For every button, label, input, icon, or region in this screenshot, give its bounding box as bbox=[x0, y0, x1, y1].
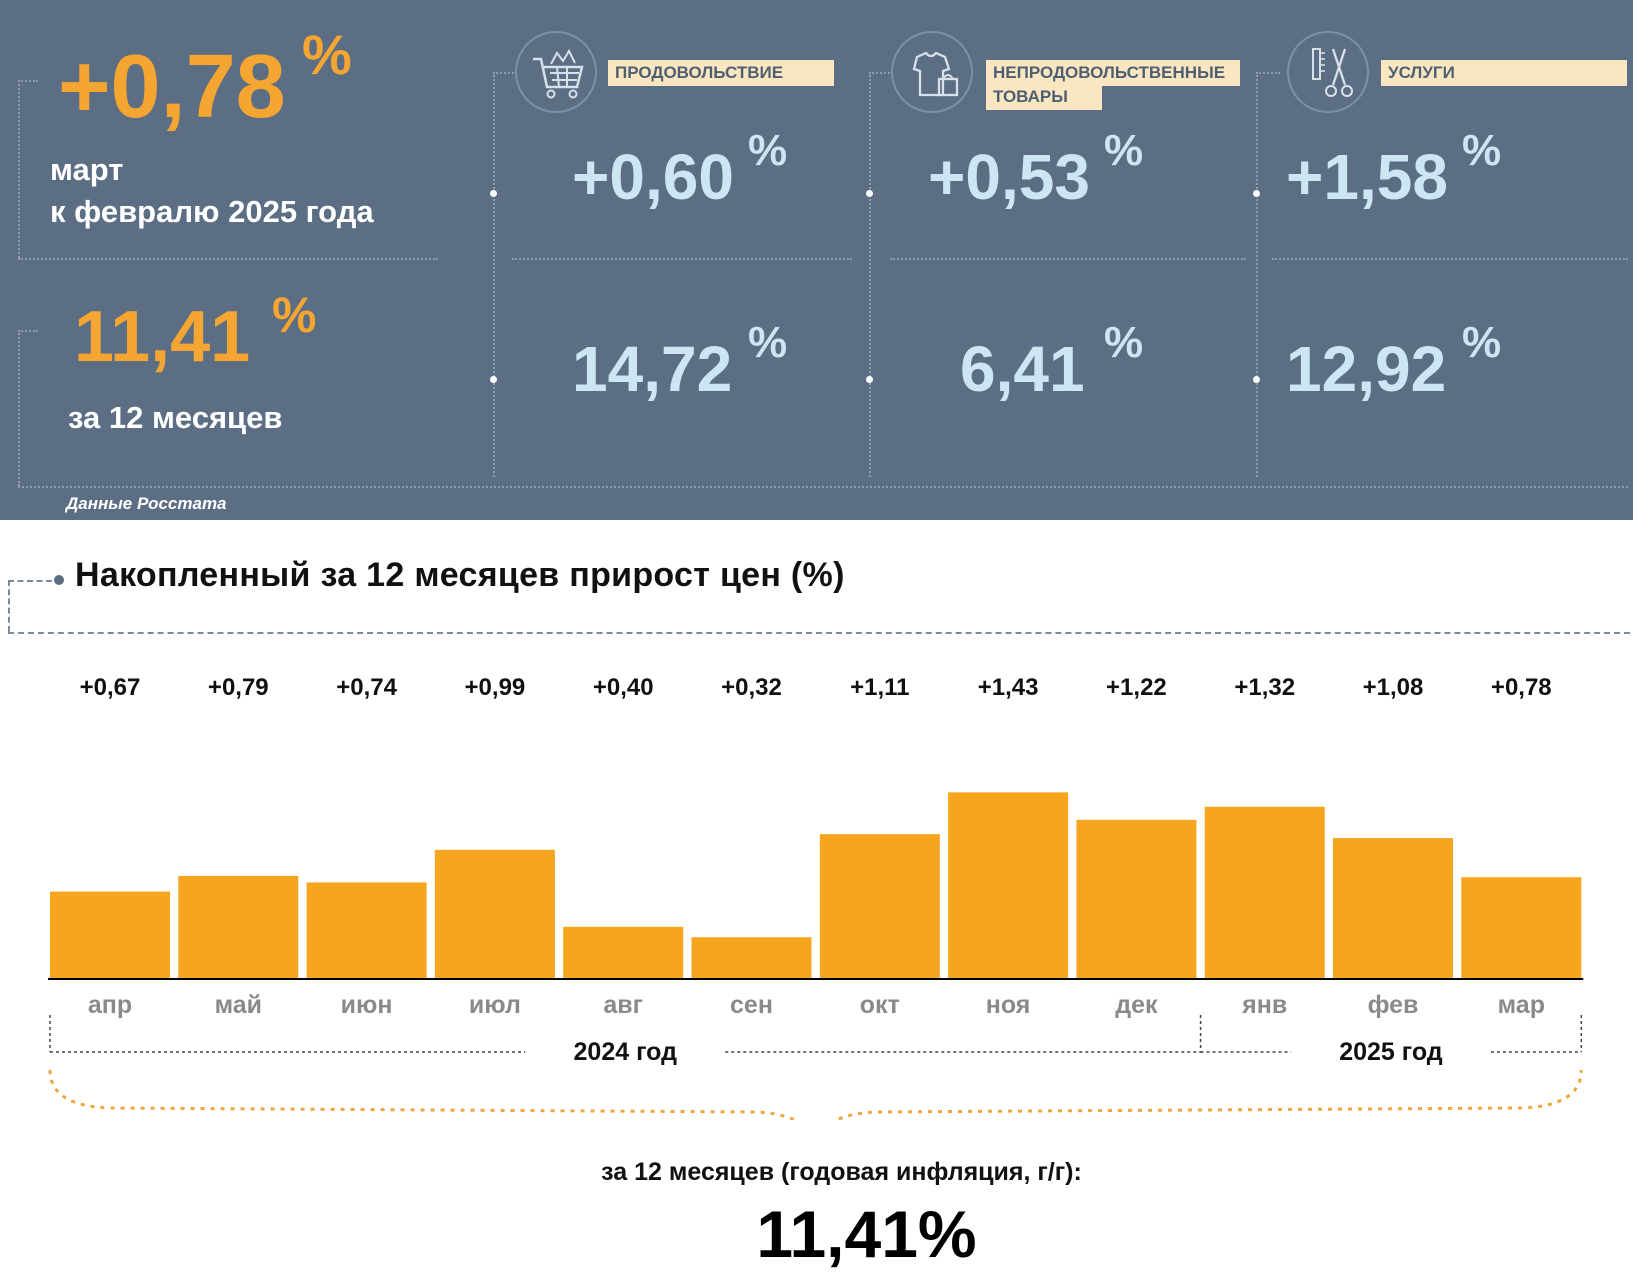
divider bbox=[18, 258, 438, 260]
divider bbox=[869, 72, 871, 477]
annual-inflation-caption: за 12 месяцев (годовая инфляция, г/г): bbox=[601, 1158, 1082, 1186]
month-label-ноя: ноя bbox=[986, 991, 1031, 1019]
food-annual-value: 14,72% bbox=[572, 318, 788, 405]
bullet-dot bbox=[1253, 376, 1260, 383]
value-label-апр: +0,67 bbox=[80, 674, 141, 701]
percent-sign: % bbox=[1104, 318, 1144, 367]
monthly-inflation-value: +0,78% bbox=[58, 23, 352, 137]
bar-ноя bbox=[948, 792, 1069, 979]
summary-panel: +0,78% март к февралю 2025 года 11,41% з… bbox=[0, 0, 1633, 520]
bar-июл bbox=[434, 849, 555, 979]
year-label-0: 2024 год bbox=[574, 1038, 678, 1066]
divider bbox=[493, 72, 517, 74]
month-label-сен: сен bbox=[730, 991, 773, 1019]
annual-caption: за 12 месяцев bbox=[68, 400, 283, 435]
divider bbox=[1256, 72, 1258, 477]
value-label-июн: +0,74 bbox=[336, 674, 397, 701]
category-label-food: ПРОДОВОЛЬСТВИЕ bbox=[608, 60, 834, 86]
food-monthly-value: +0,60% bbox=[572, 126, 788, 213]
data-source: Данные Росстата bbox=[66, 494, 227, 513]
bar-сен bbox=[691, 937, 812, 979]
nonfood-monthly-value: +0,53% bbox=[928, 126, 1144, 213]
divider bbox=[18, 330, 20, 486]
bar-май bbox=[178, 875, 299, 979]
annual-brace bbox=[48, 1069, 1583, 1120]
month-label-мар: мар bbox=[1498, 991, 1545, 1019]
month-label-янв: янв bbox=[1241, 991, 1287, 1019]
percent-sign: % bbox=[302, 23, 352, 86]
month-label-окт: окт bbox=[860, 991, 900, 1019]
divider bbox=[1256, 72, 1280, 74]
bullet-dot bbox=[866, 376, 873, 383]
comb-scissors-icon bbox=[1287, 31, 1369, 113]
nonfood-annual-value: 6,41% bbox=[960, 318, 1144, 405]
section-divider bbox=[8, 632, 1630, 634]
annual-inflation-total: 11,41% bbox=[756, 1197, 977, 1271]
services-annual-value: 12,92% bbox=[1286, 318, 1502, 405]
value-label-сен: +0,32 bbox=[721, 674, 782, 701]
percent-sign: % bbox=[1104, 126, 1144, 175]
title-connector bbox=[8, 580, 52, 582]
monthly-caption-2: к февралю 2025 года bbox=[50, 194, 374, 229]
divider bbox=[512, 258, 852, 260]
bar-окт bbox=[819, 834, 940, 979]
chart-title: Накопленный за 12 месяцев прирост цен (%… bbox=[75, 556, 845, 594]
value-label-мар: +0,78 bbox=[1491, 674, 1552, 701]
divider bbox=[1272, 258, 1628, 260]
year-label-1: 2025 год bbox=[1339, 1038, 1443, 1066]
annual-inflation-value: 11,41% bbox=[74, 287, 317, 377]
divider bbox=[18, 80, 38, 82]
divider bbox=[493, 72, 495, 477]
divider bbox=[18, 80, 20, 258]
percent-sign: % bbox=[272, 287, 317, 343]
value-label-ноя: +1,43 bbox=[978, 674, 1039, 701]
category-label-nonfood-1: НЕПРОДОВОЛЬСТВЕННЫЕ bbox=[986, 60, 1240, 86]
divider bbox=[869, 72, 893, 74]
bullet-dot bbox=[866, 190, 873, 197]
title-connector bbox=[8, 580, 10, 632]
title-bullet bbox=[54, 575, 64, 585]
percent-sign: % bbox=[748, 126, 788, 175]
bar-chart: +0,67 апр +0,79 май +0,74 июн +0,99 июл +0,40 авг… bbox=[48, 674, 1584, 1120]
month-label-дек: дек bbox=[1115, 991, 1158, 1019]
month-label-авг: авг bbox=[603, 991, 643, 1019]
percent-sign: % bbox=[1462, 126, 1502, 175]
bar-авг bbox=[563, 926, 684, 979]
clothes-bag-icon bbox=[891, 31, 973, 113]
shopping-cart-icon bbox=[515, 31, 597, 113]
bar-фев bbox=[1333, 838, 1453, 979]
month-label-май: май bbox=[215, 991, 262, 1019]
bar-июн bbox=[306, 882, 427, 979]
value-label-окт: +1,11 bbox=[850, 674, 909, 701]
month-label-июн: июн bbox=[341, 991, 393, 1019]
bullet-dot bbox=[490, 190, 497, 197]
category-label-services: УСЛУГИ bbox=[1381, 60, 1627, 86]
value-label-дек: +1,22 bbox=[1106, 674, 1167, 701]
percent-sign: % bbox=[748, 318, 788, 367]
month-label-июл: июл bbox=[469, 991, 521, 1019]
value-label-июл: +0,99 bbox=[465, 674, 526, 701]
month-label-фев: фев bbox=[1368, 991, 1419, 1019]
bar-янв bbox=[1204, 806, 1325, 979]
value-label-янв: +1,32 bbox=[1234, 674, 1295, 701]
divider bbox=[18, 330, 38, 332]
bullet-dot bbox=[490, 376, 497, 383]
category-label-nonfood-2: ТОВАРЫ bbox=[986, 84, 1102, 110]
services-monthly-value: +1,58% bbox=[1286, 126, 1502, 213]
percent-sign: % bbox=[1462, 318, 1502, 367]
bar-дек bbox=[1076, 819, 1197, 979]
month-label-апр: апр bbox=[88, 991, 132, 1019]
value-label-фев: +1,08 bbox=[1363, 674, 1424, 701]
value-label-авг: +0,40 bbox=[593, 674, 654, 701]
divider bbox=[18, 486, 1628, 488]
monthly-caption-1: март bbox=[50, 152, 124, 187]
bar-мар bbox=[1461, 877, 1582, 979]
divider bbox=[890, 258, 1246, 260]
bullet-dot bbox=[1253, 190, 1260, 197]
value-label-май: +0,79 bbox=[208, 674, 269, 701]
bar-апр bbox=[50, 891, 170, 979]
